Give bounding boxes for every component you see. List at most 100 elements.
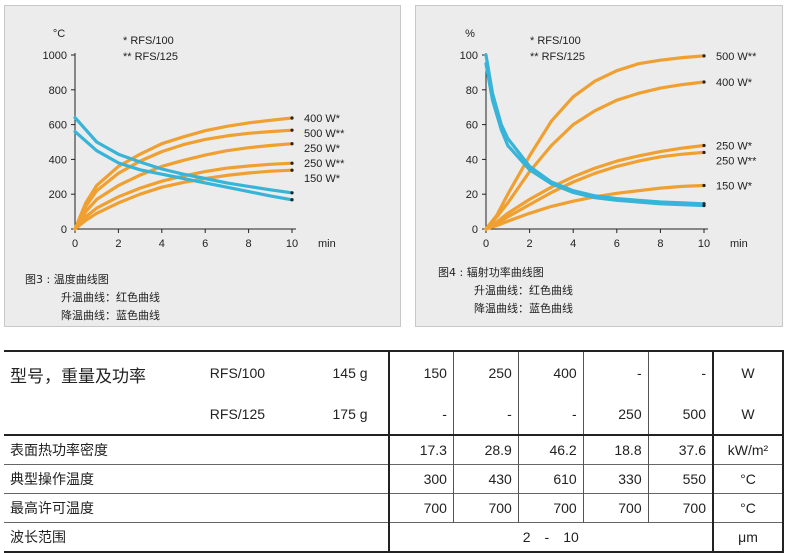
temperature-chart-panel: 0 200 400 600 800 1000 0 2 4 6 8 10 °C min * RFS/100 **… xyxy=(4,5,401,327)
model-name: RFS/100 xyxy=(203,350,304,393)
model-weight: 175 g xyxy=(332,405,368,422)
heating-curve xyxy=(73,168,294,231)
power-value: - xyxy=(387,393,454,435)
x-tick-label: 6 xyxy=(202,238,208,250)
x-axis-label: min xyxy=(318,238,336,250)
y-tick-label: 0 xyxy=(61,224,67,236)
temperature-caption: 图3 : 温度曲线图 升温曲线：红色曲线 降温曲线：蓝色曲线 xyxy=(25,271,160,325)
y-tick-label: 20 xyxy=(466,189,478,201)
legend-entry: ** RFS/125 xyxy=(530,51,585,63)
y-tick-label: 0 xyxy=(472,224,478,236)
heating-curve xyxy=(484,54,706,231)
series-label: 250 W** xyxy=(304,158,345,170)
unit-cell: W xyxy=(712,393,784,435)
radiation-chart-panel: 0 20 40 60 80 100 0 2 4 6 8 10% min * RFS/100 ** RFS/1… xyxy=(415,5,783,327)
wavelength-from: 2 xyxy=(522,529,531,545)
heating-curve xyxy=(73,161,294,231)
curve-end-dot xyxy=(290,168,294,172)
series-label: 250 W** xyxy=(716,155,757,167)
row-value: 700 xyxy=(452,493,519,523)
curve-end-dot xyxy=(290,116,294,120)
row-label: 最高许可温度 xyxy=(4,493,389,523)
unit-cell: kW/m² xyxy=(712,434,784,465)
x-tick-label: 0 xyxy=(483,238,489,250)
series-label: 250 W* xyxy=(304,143,341,155)
y-tick-label: 200 xyxy=(49,189,67,201)
row-value: 430 xyxy=(452,464,519,494)
y-tick-label: 800 xyxy=(49,85,67,97)
power-value: - xyxy=(452,393,519,435)
y-tick-label: 80 xyxy=(466,85,478,97)
caption-cooling-note: 降温曲线：蓝色曲线 xyxy=(474,302,573,315)
legend-entry: * RFS/100 xyxy=(530,35,581,47)
y-tick-label: 600 xyxy=(49,120,67,132)
spec-row-max-temp: 最高许可温度 700 700 700 700 700 °C xyxy=(4,493,784,523)
cooling-curve xyxy=(73,130,294,202)
x-tick-label: 2 xyxy=(115,238,121,250)
curve-end-dot xyxy=(290,161,294,165)
y-axis-label: % xyxy=(465,28,475,40)
caption-heating-note: 升温曲线：红色曲线 xyxy=(61,291,160,304)
model-name: RFS/125 xyxy=(209,405,266,422)
y-tick-label: 100 xyxy=(460,50,478,62)
y-tick-label: 40 xyxy=(466,154,478,166)
model-row-1: 型号，重量及功率 RFS/100 145 g 150 250 400 - - W xyxy=(4,350,784,435)
power-value: 400 xyxy=(517,350,584,393)
x-tick-label: 0 xyxy=(72,238,78,250)
caption-cooling-note: 降温曲线：蓝色曲线 xyxy=(61,309,160,322)
model-weight: 145 g xyxy=(303,350,389,393)
model-label: 型号，重量及功率 xyxy=(4,350,204,435)
curve-end-dot xyxy=(290,128,294,132)
caption-heating-note: 升温曲线：红色曲线 xyxy=(474,284,573,297)
row-label: 典型操作温度 xyxy=(4,464,389,494)
y-tick-label: 60 xyxy=(466,120,478,132)
heating-curve xyxy=(484,80,706,231)
row-value: 700 xyxy=(647,493,713,523)
x-axis-label: min xyxy=(730,238,748,250)
series-label: 500 W** xyxy=(716,51,757,63)
radiation-power-chart: 0 20 40 60 80 100 0 2 4 6 8 10% min * RFS/100 ** RFS/1… xyxy=(460,28,757,250)
power-value: 500 xyxy=(647,393,713,435)
wavelength-to: 10 xyxy=(563,529,579,545)
power-value: - xyxy=(582,350,649,393)
x-tick-label: 8 xyxy=(657,238,663,250)
row-value: 330 xyxy=(582,464,649,494)
heating-curve xyxy=(484,150,706,231)
cooling-curve xyxy=(73,116,294,195)
y-tick-label: 1000 xyxy=(43,50,67,62)
row-value: 550 xyxy=(647,464,713,494)
row-value: 300 xyxy=(387,464,454,494)
spec-row-typical-temp: 典型操作温度 300 430 610 330 550 °C xyxy=(4,464,784,494)
curve-end-dot xyxy=(290,142,294,146)
curve-end-dot xyxy=(702,203,706,208)
heating-curve xyxy=(73,128,294,231)
series-label: 150 W* xyxy=(304,173,341,185)
y-axis-label: °C xyxy=(53,28,65,40)
heating-curve xyxy=(484,183,706,231)
spec-row-power-density: 表面热功率密度 17.3 28.9 46.2 18.8 37.6 kW/m² xyxy=(4,434,784,465)
row-value: 700 xyxy=(517,493,584,523)
cooling-curve xyxy=(484,53,706,206)
caption-title: 辐射功率曲线图 xyxy=(466,266,544,279)
x-tick-label: 8 xyxy=(246,238,252,250)
row-label: 表面热功率密度 xyxy=(4,434,389,465)
curve-end-dot xyxy=(702,150,706,155)
power-value: - xyxy=(647,350,713,393)
row-value: 37.6 xyxy=(647,434,713,465)
x-tick-label: 4 xyxy=(570,238,576,250)
row-value: 17.3 xyxy=(387,434,454,465)
curve-end-dot xyxy=(702,183,706,188)
cooling-curve xyxy=(484,62,706,208)
heating-curve xyxy=(73,116,294,231)
power-value: - xyxy=(517,393,584,435)
x-tick-label: 6 xyxy=(614,238,620,250)
curve-end-dot xyxy=(702,54,706,58)
unit-cell: °C xyxy=(712,464,784,494)
power-value: 250 xyxy=(452,350,519,393)
series-label: 400 W* xyxy=(716,77,753,89)
row-value: 700 xyxy=(582,493,649,523)
caption-fig-number: 图3 : xyxy=(25,273,51,286)
series-label: 400 W* xyxy=(304,113,341,125)
row-value: 28.9 xyxy=(452,434,519,465)
model-row-2: RFS/125 175 g - - - 250 500 W xyxy=(4,393,784,435)
